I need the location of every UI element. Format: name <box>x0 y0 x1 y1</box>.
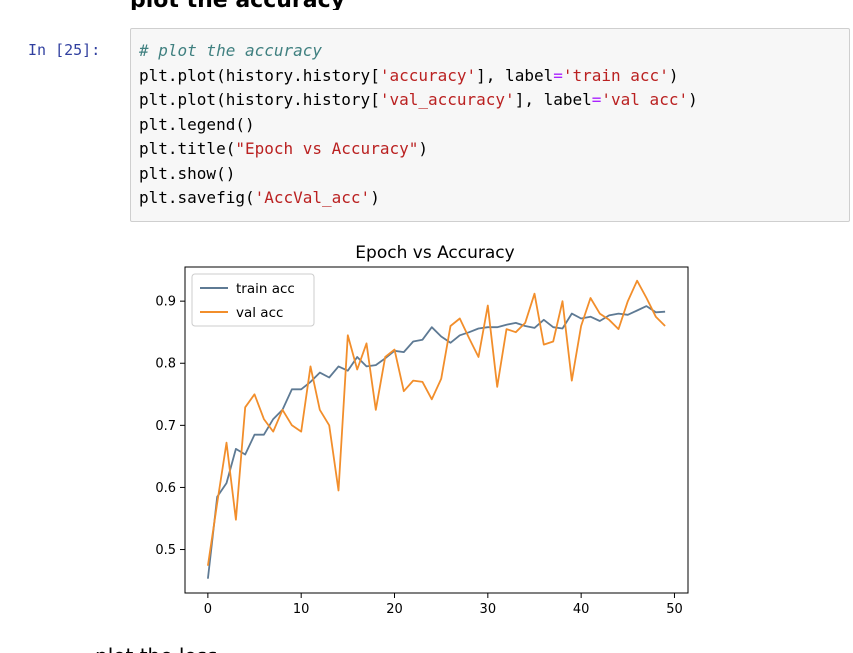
cell-output: Epoch vs Accuracy 0 10 20 30 40 50 0.5 0.6 0.7 0… <box>130 232 830 632</box>
code-cell-input[interactable]: # plot the accuracy plt.plot(history.hist… <box>130 28 850 222</box>
accuracy-chart: Epoch vs Accuracy 0 10 20 30 40 50 0.50.60.70… <box>155 243 689 617</box>
x-tick-label: 0 <box>204 602 212 617</box>
x-axis-ticks: 0 10 20 30 40 50 <box>204 593 683 617</box>
x-tick-label: 30 <box>480 602 497 617</box>
series-line-train-acc <box>207 305 666 579</box>
code-token: 'val acc' <box>601 90 689 109</box>
y-axis-ticks: 0.5 0.6 0.7 0.8 0.9 <box>155 295 185 558</box>
code-line: plt.title("Epoch vs Accuracy") <box>139 137 698 162</box>
code-line: # plot the accuracy <box>139 39 698 64</box>
code-token: plt.plot(history.history[ <box>139 90 380 109</box>
code-token: plt.show() <box>139 163 236 183</box>
plot-frame <box>184 266 689 594</box>
y-tick-label: 0.7 <box>155 419 176 434</box>
code-token: 'accuracy' <box>379 65 477 85</box>
code-line: plt.show() <box>139 162 698 187</box>
legend-label: train acc <box>236 281 295 297</box>
previous-heading-partial: plot the accuracy <box>130 0 650 10</box>
y-tick-label: 0.6 <box>155 481 176 496</box>
y-tick-label: 0.5 <box>155 543 176 558</box>
y-tick-label: 0.9 <box>155 295 176 310</box>
code-token: # plot the accuracy <box>139 41 323 60</box>
series-line-val-acc <box>207 279 666 566</box>
code-line: plt.plot(history.history['accuracy'], la… <box>139 64 698 89</box>
code-line: plt.legend() <box>139 113 698 138</box>
code-token: ) <box>688 90 698 109</box>
code-token: ) <box>668 65 679 85</box>
code-token: 'val_accuracy' <box>379 90 515 109</box>
code-token: plt.savefig( <box>139 188 255 207</box>
code-token: ) <box>370 188 380 207</box>
next-heading-partial: plot the loss <box>95 644 455 653</box>
code-token: = <box>591 90 602 109</box>
code-line: plt.savefig('AccVal_acc') <box>139 186 698 211</box>
plot-series <box>207 279 666 579</box>
chart-legend: train acc val acc <box>191 273 315 327</box>
code-token: plt.legend() <box>139 114 255 134</box>
code-token: plt.title( <box>139 139 236 158</box>
code-token: ], label <box>514 90 592 109</box>
x-tick-label: 40 <box>573 602 590 617</box>
y-tick-label: 0.8 <box>155 357 176 372</box>
code-token: "Epoch vs Accuracy" <box>235 139 419 158</box>
cell-prompt: In [25]: <box>28 41 101 59</box>
code-token: 'train acc' <box>562 65 669 85</box>
code-line: plt.plot(history.history['val_accuracy']… <box>139 88 698 113</box>
code-token: ], label <box>476 65 554 85</box>
code-editor[interactable]: # plot the accuracy plt.plot(history.hist… <box>139 39 698 211</box>
x-tick-label: 20 <box>386 602 403 617</box>
code-token: plt.plot(history.history[ <box>139 65 380 85</box>
chart-title: Epoch vs Accuracy <box>355 243 514 263</box>
x-tick-label: 50 <box>666 602 683 617</box>
legend-label: val acc <box>236 305 283 321</box>
code-token: 'AccVal_acc' <box>254 188 371 207</box>
x-tick-label: 10 <box>293 602 310 617</box>
code-token: ) <box>418 139 428 158</box>
code-token: = <box>553 65 563 85</box>
